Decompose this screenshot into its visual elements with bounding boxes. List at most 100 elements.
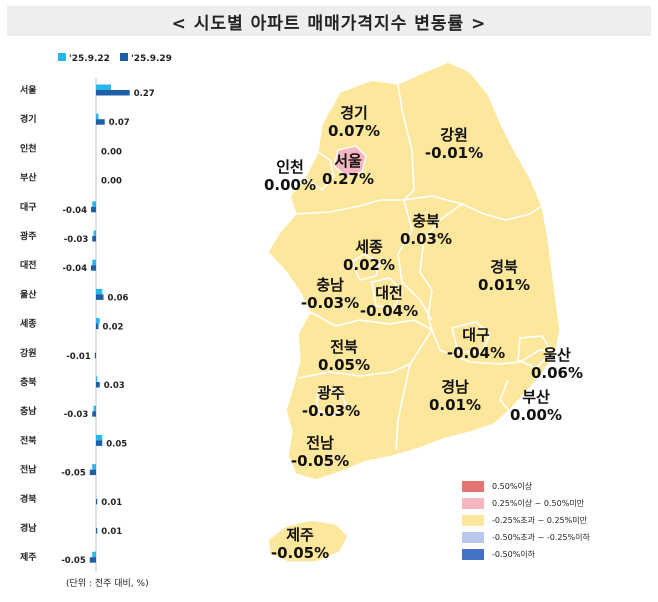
- region-value-gyeonggi: 0.07%: [328, 122, 380, 140]
- region-value-daegu: -0.04%: [447, 344, 505, 362]
- value-label: 0.02: [103, 323, 124, 333]
- region-value-jeju: -0.05%: [271, 544, 329, 562]
- border-chungbuk-gyeongbuk: [419, 203, 463, 331]
- map-legend-label: -0.50%초과 ~ -0.25%이하: [492, 532, 590, 542]
- border-jeonnam-gyeongnam: [395, 363, 411, 451]
- map-legend-item: -0.50%초과 ~ -0.25%이하: [462, 531, 590, 543]
- bar: [96, 382, 100, 388]
- map-borders: [295, 83, 557, 451]
- bar: [96, 376, 98, 382]
- category-label: 충남: [20, 405, 37, 417]
- legend-label-0: '25.9.22: [69, 54, 110, 64]
- border-gyeongbuk-gyeongnam: [431, 329, 557, 365]
- map-legend-swatch: [462, 548, 484, 560]
- border-incheon: [304, 151, 335, 192]
- border-gwangju: [315, 387, 347, 417]
- value-label: -0.01: [66, 352, 91, 362]
- map-legend: 0.50%이상 0.25%이상 ~ 0.50%미만 -0.25%초과 ~ 0.25%…: [462, 480, 647, 570]
- region-value-daejeon: -0.04%: [360, 302, 418, 320]
- map-legend-item: -0.50%이하: [462, 548, 535, 560]
- region-value-jeonbuk: 0.05%: [318, 356, 370, 374]
- region-name-busan: 부산: [522, 388, 550, 406]
- category-label: 전남: [20, 464, 37, 476]
- value-label: -0.04: [63, 206, 88, 216]
- region-value-busan: 0.00%: [510, 406, 562, 424]
- bar: [96, 528, 98, 534]
- category-label: 대구: [20, 201, 37, 213]
- region-value-gyeongbuk: 0.01%: [478, 276, 530, 294]
- region-value-incheon: 0.00%: [264, 176, 316, 194]
- value-label: 0.01: [101, 527, 122, 537]
- map-legend-item: -0.25%초과 ~ 0.25%미만: [462, 514, 587, 526]
- bar: [93, 405, 96, 412]
- bar: [96, 318, 100, 324]
- category-label: 경북: [20, 493, 37, 505]
- bar: [96, 498, 98, 505]
- region-name-gyeonggi: 경기: [340, 104, 368, 122]
- legend-swatch-0: [58, 53, 66, 61]
- bar: [92, 201, 96, 207]
- border-gyeongnam-busan: [499, 379, 511, 413]
- jeju-shape: [267, 519, 349, 563]
- value-label: -0.05: [61, 556, 86, 566]
- region-name-sejong: 세종: [355, 238, 383, 256]
- value-label: -0.04: [63, 264, 88, 274]
- region-value-gyeongnam: 0.01%: [429, 396, 481, 414]
- unit-note: (단위 : 전주 대비, %): [66, 579, 149, 589]
- category-label: 경기: [20, 113, 37, 125]
- bar: [94, 352, 96, 359]
- region-value-seoul: 0.27%: [322, 170, 374, 188]
- map-legend-item: 0.25%이상 ~ 0.50%미만: [462, 497, 584, 509]
- chart-title: < 시도별 아파트 매매가격지수 변동률 >: [7, 6, 651, 36]
- map-legend-label: 0.25%이상 ~ 0.50%미만: [492, 498, 585, 508]
- bar: [92, 551, 96, 558]
- region-name-daegu: 대구: [462, 326, 490, 344]
- region-name-gyeongnam: 경남: [441, 378, 469, 396]
- region-name-gyeongbuk: 경북: [490, 258, 518, 276]
- border-daegu: [451, 321, 491, 353]
- region-name-gangwon: 강원: [440, 126, 468, 144]
- bar: [96, 119, 105, 125]
- region-value-chungbuk: 0.03%: [400, 230, 452, 248]
- value-label: 0.00: [101, 177, 122, 187]
- legend-label-1: '25.9.29: [131, 54, 172, 64]
- category-label: 충북: [20, 376, 37, 388]
- bar: [92, 259, 96, 266]
- map-legend-item: 0.50%이상: [462, 480, 532, 492]
- border-gangwon-south: [461, 203, 543, 221]
- value-label: 0.03: [104, 381, 125, 391]
- category-label: 대전: [20, 259, 37, 271]
- region-name-chungbuk: 충북: [412, 212, 440, 230]
- region-value-sejong: 0.02%: [343, 256, 395, 274]
- category-label: 부산: [20, 172, 37, 184]
- region-value-gwangju: -0.03%: [302, 402, 360, 420]
- bar: [96, 113, 99, 120]
- region-name-gwangju: 광주: [317, 384, 345, 402]
- map-legend-swatch: [462, 480, 484, 492]
- bar: [96, 288, 103, 295]
- value-label: -0.05: [61, 469, 86, 479]
- seoul-shape: [333, 145, 367, 177]
- region-name-ulsan: 울산: [543, 346, 571, 364]
- category-label: 서울: [20, 84, 37, 96]
- border-chungbuk-chungnam: [397, 199, 433, 321]
- category-label: 제주: [20, 551, 37, 563]
- map-legend-swatch: [462, 497, 484, 509]
- bar: [96, 90, 130, 96]
- region-name-jeonnam: 전남: [306, 434, 334, 452]
- border-ulsan: [517, 335, 554, 369]
- bar: [96, 323, 99, 330]
- region-value-ulsan: 0.06%: [531, 364, 583, 382]
- bar: [89, 557, 96, 563]
- value-label: 0.01: [101, 498, 122, 508]
- category-label: 광주: [20, 230, 37, 242]
- region-name-daejeon: 대전: [375, 284, 403, 302]
- value-label: 0.07: [109, 118, 130, 128]
- bar: [92, 236, 96, 242]
- border-gyeonggi-south: [295, 195, 463, 215]
- category-label: 인천: [20, 143, 37, 154]
- region-value-jeonnam: -0.05%: [291, 452, 349, 470]
- value-label: -0.03: [64, 410, 89, 420]
- category-label: 전북: [20, 434, 37, 446]
